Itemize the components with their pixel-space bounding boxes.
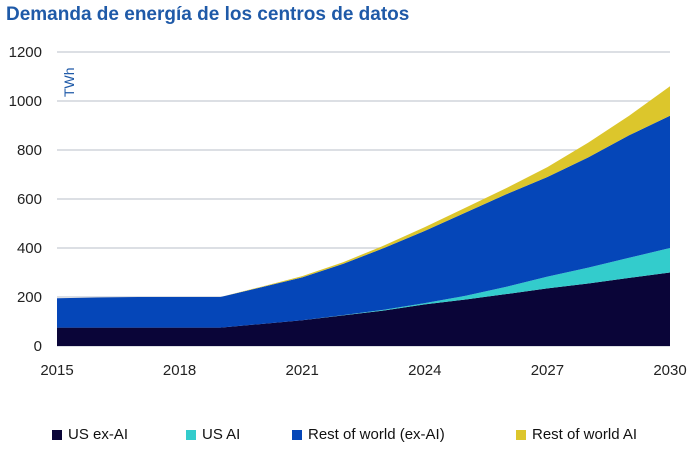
legend-item-rest-of-world-ex-ai: Rest of world (ex-AI) (292, 426, 445, 443)
y-tick-label: 800 (17, 142, 42, 159)
x-tick-label: 2021 (286, 362, 319, 379)
x-tick-label: 2024 (408, 362, 441, 379)
y-tick-label: 0 (34, 338, 42, 355)
legend-item-rest-of-world-ai: Rest of world AI (516, 426, 637, 443)
y-tick-label: 400 (17, 240, 42, 257)
x-tick-label: 2027 (531, 362, 564, 379)
legend-swatch (186, 429, 196, 440)
areas (57, 86, 670, 346)
area-rest-of-world-ai (57, 86, 670, 299)
legend-swatch (516, 429, 526, 440)
chart-title: Demanda de energía de los centros de dat… (6, 4, 410, 25)
legend-swatch (52, 429, 62, 440)
x-tick-label: 2015 (40, 362, 73, 379)
x-ticks: 2015 2018 2021 2024 2027 2030 (40, 362, 686, 379)
legend: US ex-AI US AI Rest of world (ex-AI) Res… (0, 426, 699, 446)
x-tick-label: 2018 (163, 362, 196, 379)
area-rest-of-world-ex-ai (57, 115, 670, 328)
legend-swatch (292, 429, 302, 440)
legend-label: US AI (202, 426, 241, 443)
x-tick-label: 2030 (653, 362, 686, 379)
y-axis-label: TWh (61, 67, 77, 97)
y-tick-label: 1000 (9, 93, 42, 110)
legend-item-us-ex-ai: US ex-AI (52, 426, 128, 443)
y-tick-label: 1200 (9, 44, 42, 61)
legend-label: Rest of world AI (532, 426, 638, 443)
y-tick-label: 200 (17, 289, 42, 306)
y-ticks: 0 200 400 600 800 1000 1200 (9, 44, 42, 355)
legend-label: US ex-AI (68, 426, 129, 443)
legend-label: Rest of world (ex-AI) (308, 426, 445, 443)
area-us-ai (57, 248, 670, 328)
legend-item-us-ai: US AI (186, 426, 240, 443)
y-tick-label: 600 (17, 191, 42, 208)
